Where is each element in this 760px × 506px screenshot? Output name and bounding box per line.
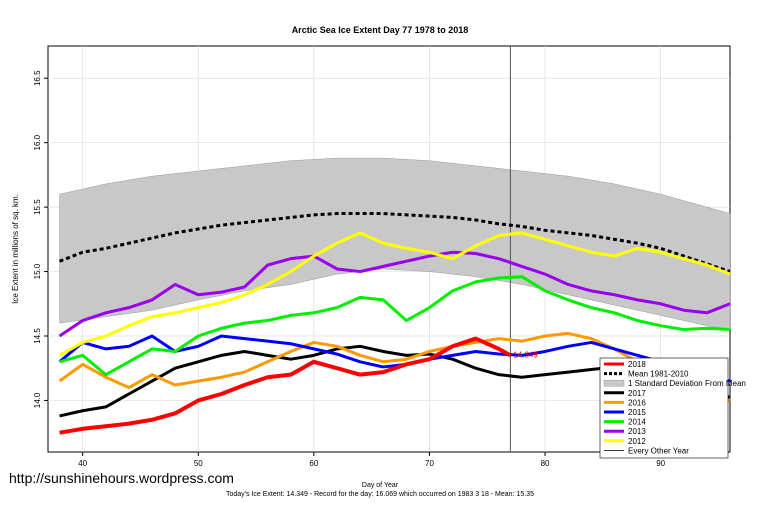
legend-label: Mean 1981-2010 <box>628 370 689 379</box>
legend-label: 2014 <box>628 418 646 427</box>
legend-label: 2015 <box>628 408 646 417</box>
std-dev-band <box>59 157 731 330</box>
x-tick-label: 40 <box>78 459 87 468</box>
series-line-2018 <box>59 336 512 435</box>
legend-label: 2017 <box>628 389 646 398</box>
x-tick-label: 80 <box>541 459 550 468</box>
x-tick-label: 70 <box>425 459 434 468</box>
watermark-url: http://sunshinehours.wordpress.com <box>9 470 234 486</box>
chart-title: Arctic Sea Ice Extent Day 77 1978 to 201… <box>292 25 469 35</box>
series-line-2012 <box>58 231 731 357</box>
legend-label: 2016 <box>628 398 646 407</box>
y-tick-label: 15.0 <box>33 263 42 279</box>
legend-label: 1 Standard Deviation From Mean <box>628 379 746 388</box>
y-tick-label: 16.0 <box>33 134 42 150</box>
legend-label: 2013 <box>628 427 646 436</box>
x-tick-label: 90 <box>656 459 665 468</box>
series-line-mean-1981-2010 <box>59 212 731 273</box>
y-axis-label: Ice Extent in millions of sq. km. <box>11 194 20 304</box>
x-tick-label: 50 <box>194 459 203 468</box>
x-axis-label: Day of Year <box>361 482 399 489</box>
y-tick-label: 14.5 <box>33 328 42 344</box>
y-tick-label: 16.5 <box>33 70 42 86</box>
current-value-label: 14.349 <box>513 350 538 359</box>
series-line-2013 <box>58 250 731 338</box>
legend-label: 2018 <box>628 360 646 369</box>
legend-label: 2012 <box>628 437 646 446</box>
y-tick-label: 14.0 <box>33 392 42 408</box>
series-line-2014 <box>59 275 731 377</box>
series-line-2015 <box>58 334 731 383</box>
legend-swatch <box>603 379 625 387</box>
y-tick-label: 15.5 <box>33 199 42 215</box>
x-tick-label: 60 <box>309 459 318 468</box>
legend-label: Every Other Year <box>628 446 689 455</box>
footer-summary: Today's Ice Extent: 14.349 - Record for … <box>226 491 534 498</box>
